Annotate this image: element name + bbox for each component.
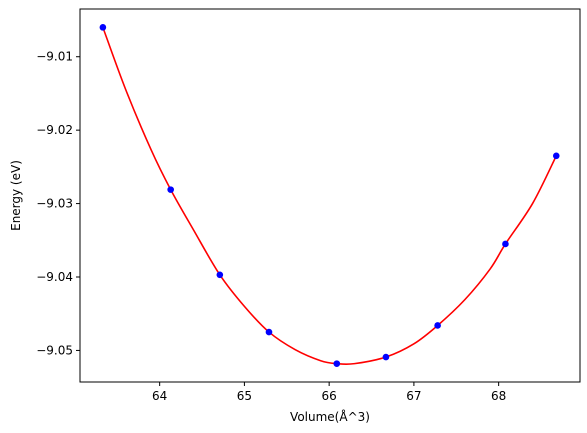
y-axis-label: Energy (eV) [9,160,23,231]
plot-frame [79,8,581,383]
fit-curve-line [102,27,557,366]
plot-area [79,8,581,383]
x-tick-label: 68 [491,389,506,403]
data-point [434,322,441,329]
x-tick-label: 66 [322,389,337,403]
y-axis-ticks: −9.01 −9.02 −9.03 −9.04 −9.05 [36,50,80,357]
data-point [502,240,509,248]
x-axis-ticks: 64 65 66 67 68 [152,382,506,403]
y-tick-label: −9.05 [36,343,73,357]
data-point [382,353,390,361]
y-tick-label: −9.04 [36,270,73,284]
y-tick-label: −9.01 [36,50,73,64]
x-axis-label: Volume(Å^3) [290,409,370,424]
data-point [333,360,341,367]
data-point [167,186,174,193]
x-tick-label: 65 [237,389,252,403]
data-point [99,24,107,31]
x-tick-label: 67 [406,389,421,403]
data-point [552,152,560,160]
y-tick-label: −9.03 [36,197,73,211]
x-tick-label: 64 [152,389,167,403]
y-tick-label: −9.02 [36,123,73,137]
data-point [216,271,224,279]
data-point [265,328,273,336]
